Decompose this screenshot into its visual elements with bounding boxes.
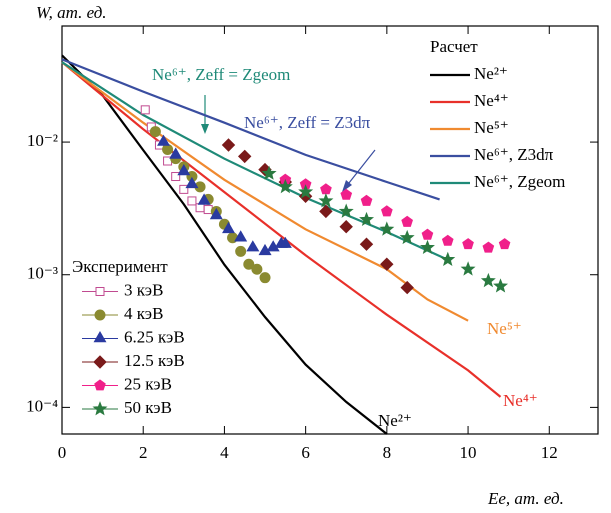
x-tick-label: 4 [220, 443, 229, 462]
marker [379, 221, 395, 236]
marker [221, 138, 236, 152]
marker [498, 238, 511, 250]
x-tick-label: 2 [139, 443, 148, 462]
marker [209, 207, 223, 220]
marker [278, 236, 292, 248]
marker [149, 126, 161, 138]
marker [140, 105, 150, 115]
marker [177, 163, 191, 176]
x-tick-label: 10 [460, 443, 477, 462]
marker [338, 203, 354, 218]
marker [235, 245, 247, 257]
legend-label: 25 кэВ [124, 374, 172, 393]
plot-frame [61, 25, 599, 435]
x-tick-label: 8 [383, 443, 392, 462]
marker [360, 194, 373, 206]
line-series [61, 61, 469, 322]
marker [94, 379, 106, 391]
marker [482, 241, 495, 253]
annotation: Ne⁴⁺ [503, 391, 538, 410]
legend-title: Эксперимент [72, 257, 168, 276]
marker [93, 355, 107, 369]
marker [441, 234, 454, 246]
y-tick-label: 10⁻⁴ [26, 396, 58, 415]
marker [243, 258, 255, 270]
legend-label: 6.25 кэВ [124, 327, 185, 346]
line-series [61, 58, 440, 201]
marker [401, 215, 413, 227]
marker [222, 221, 235, 234]
marker [440, 251, 456, 267]
marker [399, 229, 415, 245]
marker [92, 401, 108, 416]
x-tick-label: 6 [301, 443, 310, 462]
marker [95, 287, 105, 296]
marker [380, 257, 394, 271]
marker [169, 147, 183, 159]
marker [462, 238, 474, 250]
marker [460, 261, 476, 276]
marker [251, 263, 263, 275]
marker [157, 134, 170, 146]
marker [419, 239, 435, 255]
y-tick-label: 10⁻² [27, 131, 58, 150]
marker [359, 237, 374, 251]
marker [493, 278, 509, 293]
marker [320, 183, 332, 195]
annotation: Ne⁶⁺, Zeff = Zgeom [152, 65, 290, 84]
marker [185, 176, 199, 189]
legend-label: 3 кэВ [124, 280, 163, 299]
x-tick-label: 12 [541, 443, 558, 462]
marker [319, 204, 333, 219]
marker [277, 178, 293, 194]
y-axis-label: W, ат. ед. [36, 3, 107, 22]
line-series [61, 61, 502, 398]
marker [340, 188, 353, 200]
legend-label: Ne⁴⁺ [474, 91, 509, 110]
annotation: Ne²⁺ [378, 411, 412, 430]
marker [400, 280, 414, 295]
annotation: Ne⁵⁺ [487, 319, 522, 338]
legend-label: Ne⁵⁺ [474, 118, 509, 137]
marker [359, 211, 375, 227]
marker [480, 272, 496, 288]
legend-label: Ne⁶⁺, Zgeom [474, 172, 565, 191]
marker [259, 272, 271, 284]
marker [93, 330, 107, 343]
marker [246, 240, 260, 252]
annotation-arrow-head [342, 180, 352, 192]
line-series [61, 54, 388, 435]
marker [162, 143, 174, 155]
legend-label: 4 кэВ [124, 304, 163, 323]
marker [318, 193, 334, 208]
marker [179, 184, 189, 194]
x-axis-label: Ee, ат. ед. [487, 489, 564, 508]
legend-label: 50 кэВ [124, 398, 172, 417]
x-tick-label: 0 [58, 443, 67, 462]
marker [237, 149, 252, 164]
marker [171, 172, 181, 182]
annotation-arrow-head [201, 124, 209, 134]
marker [298, 184, 314, 199]
marker [94, 309, 106, 321]
annotation: Ne⁶⁺, Zeff = Z3dπ [244, 113, 371, 132]
legend-label: 12.5 кэВ [124, 351, 185, 370]
legend-title: Расчет [430, 37, 478, 56]
legend-label: Ne²⁺ [474, 64, 508, 83]
marker [261, 165, 277, 180]
y-tick-label: 10⁻³ [27, 264, 58, 283]
marker [197, 193, 211, 205]
legend-label: Ne⁶⁺, Z3dπ [474, 145, 554, 164]
marker [195, 203, 205, 213]
marker [234, 230, 248, 242]
marker [421, 228, 434, 240]
marker [381, 205, 393, 217]
marker [187, 196, 197, 206]
annotation-arrow [344, 149, 376, 189]
marker [339, 219, 353, 234]
